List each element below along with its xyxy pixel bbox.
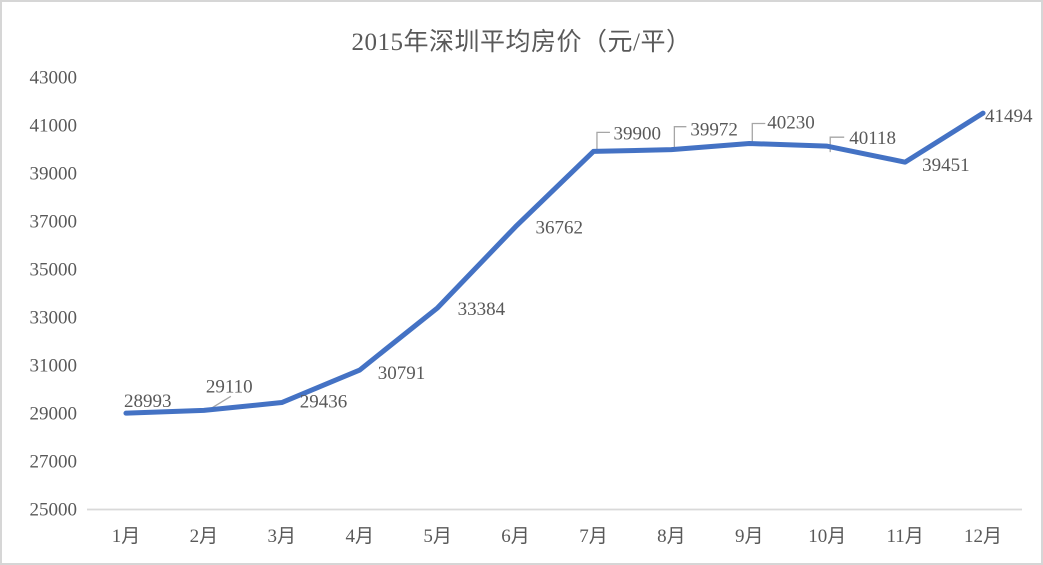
y-axis-tick-label: 41000 [30, 116, 78, 137]
data-point-label: 36762 [536, 218, 584, 239]
data-point-label: 40230 [767, 112, 815, 133]
data-point-label: 29436 [300, 392, 348, 413]
y-axis-tick-label: 35000 [30, 260, 78, 281]
y-axis-tick-label: 27000 [30, 452, 78, 473]
x-axis-tick-label: 2月 [190, 526, 219, 547]
x-axis-tick-label: 3月 [268, 526, 297, 547]
x-axis-tick-label: 8月 [657, 526, 686, 547]
y-axis-tick-label: 37000 [30, 212, 78, 233]
y-axis-tick-label: 29000 [30, 404, 78, 425]
data-point-label: 40118 [849, 128, 896, 149]
data-point-label: 39972 [690, 120, 738, 141]
data-label-leader-line [673, 126, 687, 148]
y-axis-tick-label: 31000 [30, 356, 78, 377]
x-axis-tick-label: 1月 [112, 526, 141, 547]
x-axis-tick-label: 6月 [501, 526, 530, 547]
x-axis-tick-label: 11月 [886, 526, 923, 547]
chart-title: 2015年深圳平均房价（元/平） [351, 29, 692, 56]
data-point-label: 30791 [378, 363, 426, 384]
y-axis-tick-label: 39000 [30, 164, 78, 185]
data-point-label: 29110 [206, 376, 253, 397]
data-point-label: 39900 [613, 123, 661, 144]
x-axis-tick-label: 7月 [579, 526, 608, 547]
price-series-line [123, 110, 986, 416]
x-axis-tick-label: 12月 [964, 526, 1002, 547]
data-label-leader-line [596, 131, 610, 153]
data-point-label: 41494 [985, 106, 1033, 127]
x-axis-tick-label: 10月 [808, 526, 846, 547]
x-axis-tick-label: 4月 [345, 526, 374, 547]
data-point-label: 33384 [458, 299, 506, 320]
x-axis-tick-label: 5月 [423, 526, 452, 547]
data-point-label: 28993 [124, 391, 172, 412]
data-label-leader-line [751, 122, 766, 142]
data-point-label: 39451 [922, 155, 970, 176]
x-axis-tick-label: 9月 [735, 526, 764, 547]
y-axis-tick-label: 33000 [30, 308, 78, 329]
y-axis-tick-label: 25000 [30, 500, 78, 521]
y-axis-tick-label: 43000 [30, 68, 78, 89]
